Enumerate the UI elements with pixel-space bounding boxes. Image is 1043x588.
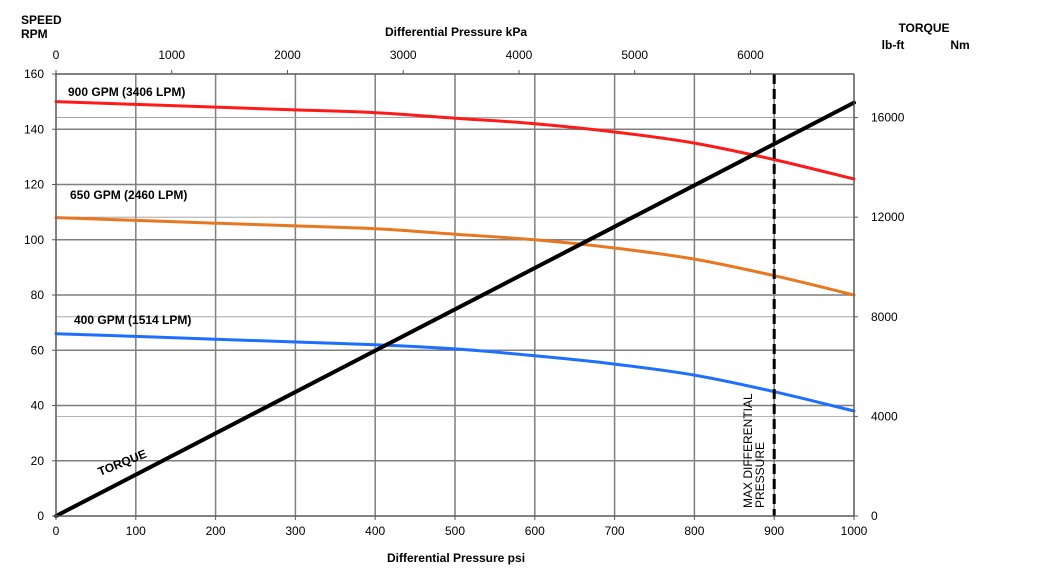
kpa-tick-label: 3000 bbox=[390, 48, 417, 62]
y-tick-label: 160 bbox=[24, 67, 44, 81]
torque-tick-label: 12000 bbox=[871, 210, 905, 224]
y-tick-label: 140 bbox=[24, 122, 44, 136]
x-tick-label: 500 bbox=[445, 524, 465, 538]
x-tick-label: 100 bbox=[126, 524, 146, 538]
y-right-units-lbft: lb-ft bbox=[882, 38, 905, 52]
series-labels: 900 GPM (3406 LPM) 650 GPM (2460 LPM) 40… bbox=[68, 85, 767, 508]
torque-tick-label: 4000 bbox=[871, 409, 898, 423]
torque-tick-label: 16000 bbox=[871, 111, 905, 125]
torque-tick-label: 0 bbox=[871, 509, 878, 523]
y-right-label: TORQUE bbox=[898, 21, 949, 35]
x-tick-label: 400 bbox=[365, 524, 385, 538]
series-label-650: 650 GPM (2460 LPM) bbox=[70, 188, 187, 202]
speed-curve-1 bbox=[54, 216, 856, 297]
y-tick-label: 40 bbox=[31, 399, 45, 413]
x-tick-label: 0 bbox=[53, 524, 60, 538]
labels: SPEED RPM Differential Pressure kPa TORQ… bbox=[21, 13, 970, 565]
curves bbox=[54, 74, 856, 518]
speed-curve-2 bbox=[54, 332, 856, 413]
max-diff-annotation-line1: MAX DIFFERENTIAL bbox=[741, 393, 755, 508]
kpa-tick-label: 0 bbox=[53, 48, 60, 62]
x-tick-label: 300 bbox=[285, 524, 305, 538]
kpa-tick-label: 6000 bbox=[737, 48, 764, 62]
y-left-label-line1: SPEED bbox=[21, 13, 62, 27]
y-tick-label: 80 bbox=[31, 288, 45, 302]
torque-line bbox=[54, 100, 856, 518]
y-tick-label: 100 bbox=[24, 233, 44, 247]
x-tick-label: 800 bbox=[684, 524, 704, 538]
max-diff-annotation-line2: PRESSURE bbox=[753, 442, 767, 508]
kpa-tick-label: 4000 bbox=[506, 48, 533, 62]
series-label-400: 400 GPM (1514 LPM) bbox=[74, 313, 191, 327]
x-tick-label: 700 bbox=[605, 524, 625, 538]
top-axis-title: Differential Pressure kPa bbox=[385, 25, 527, 39]
x-tick-label: 600 bbox=[525, 524, 545, 538]
y-tick-label: 0 bbox=[37, 509, 44, 523]
y-right-units-nm: Nm bbox=[950, 38, 969, 52]
torque-tick-label: 8000 bbox=[871, 310, 898, 324]
x-axis-label: Differential Pressure psi bbox=[387, 551, 525, 565]
series-label-900: 900 GPM (3406 LPM) bbox=[68, 85, 185, 99]
speed-curve-0 bbox=[54, 100, 856, 181]
x-tick-label: 900 bbox=[764, 524, 784, 538]
y-tick-label: 20 bbox=[31, 454, 45, 468]
x-tick-label: 1000 bbox=[841, 524, 868, 538]
kpa-tick-label: 2000 bbox=[274, 48, 301, 62]
x-tick-label: 200 bbox=[206, 524, 226, 538]
y-left-label-line2: RPM bbox=[21, 27, 48, 41]
grid bbox=[55, 73, 855, 517]
y-tick-label: 120 bbox=[24, 178, 44, 192]
kpa-tick-label: 5000 bbox=[621, 48, 648, 62]
y-tick-label: 60 bbox=[31, 343, 45, 357]
kpa-tick-label: 1000 bbox=[158, 48, 185, 62]
